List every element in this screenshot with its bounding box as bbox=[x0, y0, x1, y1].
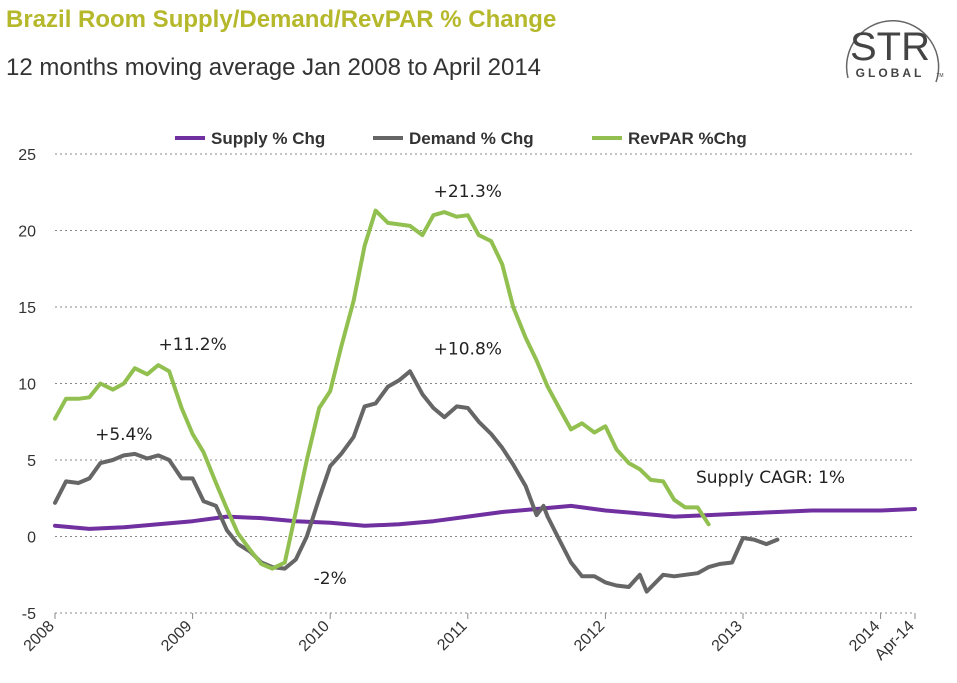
x-tick-label: 2012 bbox=[571, 618, 608, 655]
logo-text-str: STR bbox=[850, 25, 930, 69]
data-annotation: -2% bbox=[314, 569, 347, 589]
x-tick-label: 2010 bbox=[296, 618, 333, 655]
data-annotation: Supply CAGR: 1% bbox=[696, 468, 845, 488]
grid-lines bbox=[55, 153, 915, 614]
logo-text-global: GLOBAL bbox=[856, 66, 925, 80]
y-axis-ticks: -5 0 5 10 15 20 25 bbox=[18, 147, 36, 623]
data-annotation: +21.3% bbox=[434, 182, 502, 202]
chart-subtitle: 12 months moving average Jan 2008 to Apr… bbox=[6, 54, 542, 81]
legend-entry: Supply % Chg bbox=[211, 129, 325, 148]
series-line bbox=[53, 208, 711, 571]
legend-entry: RevPAR %Chg bbox=[628, 129, 747, 148]
data-annotation: +10.8% bbox=[434, 339, 502, 359]
x-tick-label: 2009 bbox=[158, 618, 195, 655]
x-tick-label: Apr-14 bbox=[872, 618, 918, 664]
x-tick-label: 2011 bbox=[434, 618, 470, 654]
x-tick-label: 2013 bbox=[709, 618, 746, 655]
series-line bbox=[53, 503, 917, 531]
legend-entry: Demand % Chg bbox=[409, 129, 534, 148]
series-line bbox=[53, 369, 780, 594]
chart-title: Brazil Room Supply/Demand/RevPAR % Chang… bbox=[6, 6, 557, 33]
y-tick-label: 15 bbox=[18, 300, 36, 317]
y-tick-label: -5 bbox=[22, 606, 36, 623]
series-lines bbox=[53, 208, 917, 594]
legend: Supply % Chg Demand % Chg RevPAR %Chg bbox=[175, 129, 747, 148]
y-tick-label: 10 bbox=[18, 377, 36, 394]
annotations: +11.2% +5.4% -2% +21.3% +10.8% Supply CAGR: 1… bbox=[95, 182, 845, 589]
y-tick-label: 20 bbox=[18, 224, 36, 241]
data-annotation: +11.2% bbox=[158, 335, 226, 355]
x-tick-label: 2008 bbox=[21, 618, 58, 655]
y-tick-label: 25 bbox=[18, 147, 36, 164]
y-tick-label: 0 bbox=[27, 530, 36, 547]
data-annotation: +5.4% bbox=[95, 425, 152, 445]
str-global-logo: STR GLOBAL TM bbox=[845, 20, 944, 83]
logo-trademark: TM bbox=[936, 73, 943, 79]
y-tick-label: 5 bbox=[27, 453, 36, 470]
